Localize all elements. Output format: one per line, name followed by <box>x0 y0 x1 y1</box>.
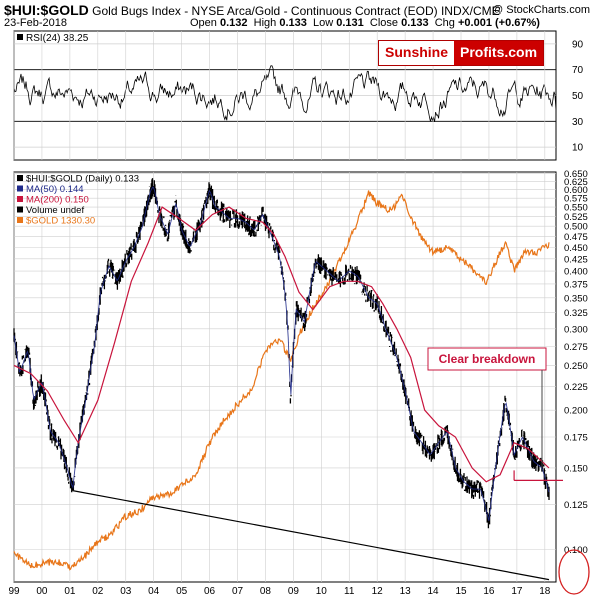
price-tick-label: 0.575 <box>564 194 588 205</box>
price-tick-label: 0.600 <box>564 185 588 196</box>
price-tick-label: 0.525 <box>564 212 588 223</box>
x-tick-label: 99 <box>8 586 20 597</box>
price-tick-label: 0.550 <box>564 203 588 214</box>
price-tick-label: 0.500 <box>564 222 588 233</box>
price-tick-label: 0.650 <box>564 169 588 180</box>
x-tick-label: 16 <box>483 586 495 597</box>
legend-swatch <box>17 217 23 223</box>
price-tick-label: 0.400 <box>564 267 588 278</box>
price-tick-label: 0.350 <box>564 293 588 304</box>
x-tick-label: 11 <box>344 586 355 597</box>
rsi-tick-label: 10 <box>572 143 584 154</box>
legend-label: $GOLD 1330.30 <box>26 216 95 227</box>
x-tick-label: 08 <box>260 586 272 597</box>
price-tick-label: 0.375 <box>564 279 588 290</box>
price-tick-label: 0.300 <box>564 324 588 335</box>
price-tick-label: 0.325 <box>564 308 588 319</box>
price-series <box>13 178 550 529</box>
source-credit: @ StockCharts.com <box>492 4 590 16</box>
x-tick-label: 02 <box>92 586 104 597</box>
rsi-tick-label: 70 <box>572 65 584 76</box>
x-tick-label: 14 <box>428 586 440 597</box>
sunshine-profits-logo: Sunshine Profits.com <box>378 40 545 66</box>
legend-label: $HUI:$GOLD (Daily) 0.133 <box>26 174 139 185</box>
x-tick-label: 18 <box>539 586 551 597</box>
price-tick-label: 0.125 <box>564 500 588 511</box>
rsi-legend-swatch <box>17 34 23 40</box>
highlight-circle <box>558 549 590 595</box>
x-tick-label: 06 <box>204 586 216 597</box>
legend-label: MA(200) 0.150 <box>26 195 89 206</box>
x-tick-label: 09 <box>288 586 300 597</box>
price-tick-label: 0.625 <box>564 177 588 188</box>
price-tick-label: 0.450 <box>564 243 588 254</box>
chart-title: $HUI:$GOLD Gold Bugs Index - NYSE Arca/G… <box>4 2 500 18</box>
annotation-text: Clear breakdown <box>439 352 536 366</box>
x-tick-label: 12 <box>372 586 384 597</box>
x-tick-label: 13 <box>400 586 412 597</box>
price-tick-label: 0.175 <box>564 433 588 444</box>
price-tick-label: 0.275 <box>564 342 588 353</box>
x-tick-label: 15 <box>455 586 467 597</box>
price-panel-frame <box>13 171 557 583</box>
x-tick-label: 17 <box>511 586 523 597</box>
ma50-line <box>13 186 550 521</box>
price-tick-label: 0.200 <box>564 406 588 417</box>
rsi-legend-label: RSI(24) 38.25 <box>26 33 89 44</box>
legend-swatch <box>17 185 23 192</box>
x-tick-label: 03 <box>120 586 132 597</box>
rsi-tick-label: 30 <box>572 117 584 128</box>
price-tick-label: 0.150 <box>564 463 588 474</box>
description: Gold Bugs Index - NYSE Arca/Gold - Conti… <box>92 4 500 18</box>
legend-swatch <box>17 206 23 213</box>
rsi-tick-label: 90 <box>572 39 584 50</box>
x-tick-label: 01 <box>64 586 76 597</box>
legend-label: MA(50) 0.144 <box>26 184 84 195</box>
legend-label: Volume undef <box>26 205 84 216</box>
x-tick-label: 07 <box>232 586 244 597</box>
chart-date: 23-Feb-2018 <box>4 17 67 29</box>
legend-swatch <box>17 175 23 181</box>
support-trendline <box>72 490 550 581</box>
gold-line <box>13 190 550 571</box>
x-tick-label: 05 <box>176 586 188 597</box>
ohlc-readout: Open 0.132 High 0.133 Low 0.131 Close 0.… <box>190 17 540 29</box>
rsi-tick-label: 50 <box>572 91 584 102</box>
symbol: $HUI:$GOLD <box>4 2 89 18</box>
x-tick-label: 10 <box>316 586 328 597</box>
legend-swatch <box>17 196 23 202</box>
annotation-box <box>427 347 547 371</box>
x-tick-label: 00 <box>36 586 48 597</box>
price-tick-label: 0.225 <box>564 382 588 393</box>
price-tick-label: 0.250 <box>564 361 588 372</box>
price-tick-label: 0.425 <box>564 254 588 265</box>
rsi-line <box>13 65 557 122</box>
price-tick-label: 0.475 <box>564 232 588 243</box>
ma200-line <box>13 206 550 483</box>
x-tick-label: 04 <box>148 586 160 597</box>
